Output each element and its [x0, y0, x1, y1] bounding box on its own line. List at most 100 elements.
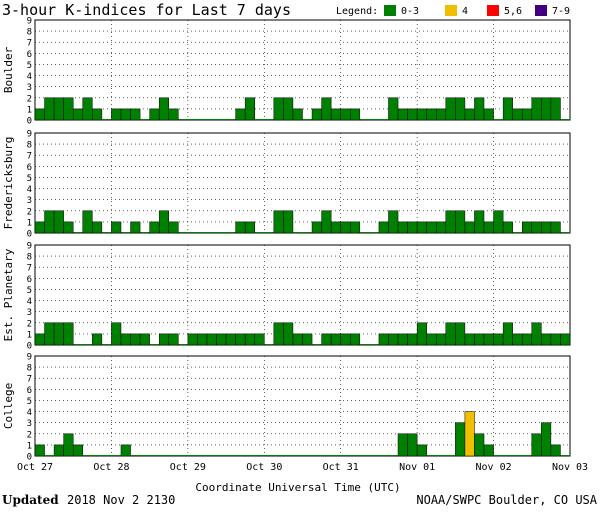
k-index-bar	[235, 221, 246, 234]
y-tick-label: 6	[27, 50, 32, 60]
k-index-bar	[388, 210, 399, 234]
k-index-bar	[244, 333, 255, 346]
k-index-bar	[92, 333, 103, 346]
legend-label: Legend:	[336, 6, 378, 17]
panel-frame	[34, 19, 571, 121]
k-index-bar	[407, 108, 418, 121]
k-index-bar	[416, 322, 427, 346]
y-tick-label: 2	[27, 319, 32, 329]
k-index-bar	[464, 411, 475, 457]
k-index-bar	[283, 322, 294, 346]
k-index-bar	[321, 210, 332, 234]
k-index-bar	[407, 221, 418, 234]
k-index-bar	[388, 333, 399, 346]
k-index-bar	[168, 333, 179, 346]
y-tick-label: 2	[27, 430, 32, 440]
k-index-bar	[273, 322, 284, 346]
station-panels: 0123456789Boulder0123456789Fredericksbur…	[2, 17, 571, 463]
k-index-bar	[53, 322, 64, 346]
k-index-bar	[158, 210, 169, 234]
k-index-bar	[206, 333, 217, 346]
k-index-bar	[493, 333, 504, 346]
k-index-bar	[158, 97, 169, 121]
k-index-bar	[455, 210, 466, 234]
k-index-bar	[541, 221, 552, 234]
station-label: Fredericksburg	[2, 137, 15, 230]
y-tick-label: 0	[27, 453, 32, 463]
k-index-bar	[63, 221, 74, 234]
k-index-bar	[330, 108, 341, 121]
y-tick-label: 9	[27, 242, 32, 252]
k-index-bar	[502, 221, 513, 234]
k-index-bar	[340, 221, 351, 234]
k-index-bar	[158, 333, 169, 346]
k-index-bar	[426, 221, 437, 234]
k-index-bar	[350, 333, 361, 346]
k-index-bar	[34, 221, 45, 234]
legend-swatch-2	[487, 5, 499, 16]
k-index-bar	[436, 221, 447, 234]
y-tick-label: 6	[27, 386, 32, 396]
k-index-bar	[445, 322, 456, 346]
k-index-bar	[302, 333, 313, 346]
k-index-bar	[273, 210, 284, 234]
y-tick-label: 0	[27, 342, 32, 352]
x-tick-label: Oct 31	[323, 462, 359, 473]
k-index-bar	[120, 108, 131, 121]
k-index-bar	[111, 322, 122, 346]
k-index-bar	[407, 333, 418, 346]
y-tick-label: 8	[27, 141, 32, 151]
station-label: Boulder	[2, 46, 15, 93]
k-index-bar	[436, 333, 447, 346]
k-index-bar	[464, 221, 475, 234]
k-index-bar	[483, 333, 494, 346]
y-tick-label: 3	[27, 83, 32, 93]
y-tick-label: 4	[27, 297, 32, 307]
legend-item-label: 0-3	[401, 6, 419, 17]
k-index-bar	[273, 97, 284, 121]
y-tick-label: 4	[27, 185, 32, 195]
x-tick-label: Nov 01	[399, 462, 435, 473]
k-index-bar	[560, 333, 571, 346]
k-index-bar	[445, 210, 456, 234]
k-index-bar	[550, 221, 561, 234]
y-tick-label: 5	[27, 286, 32, 296]
k-index-bar	[464, 108, 475, 121]
k-index-bar	[197, 333, 208, 346]
y-tick-label: 2	[27, 207, 32, 217]
k-index-bar	[464, 333, 475, 346]
y-tick-label: 7	[27, 264, 32, 274]
legend: Legend: 0-3 4 5,6 7-9	[336, 5, 570, 17]
legend-item-label: 7-9	[552, 6, 570, 17]
k-index-bar	[244, 221, 255, 234]
k-index-bar	[350, 108, 361, 121]
y-tick-label: 1	[27, 441, 32, 451]
x-tick-label: Oct 27	[17, 462, 53, 473]
k-index-bar	[474, 333, 485, 346]
k-index-bar	[92, 108, 103, 121]
y-tick-label: 5	[27, 174, 32, 184]
k-index-bar	[483, 221, 494, 234]
y-tick-label: 4	[27, 72, 32, 82]
k-index-bar	[416, 108, 427, 121]
k-index-bar	[244, 97, 255, 121]
y-tick-label: 1	[27, 330, 32, 340]
y-tick-label: 7	[27, 39, 32, 49]
k-index-bar	[63, 433, 74, 457]
k-index-bar	[53, 444, 64, 457]
k-index-bar	[502, 97, 513, 121]
k-index-bar	[321, 333, 332, 346]
k-index-bar	[541, 333, 552, 346]
k-index-bar	[445, 97, 456, 121]
k-index-bar	[521, 333, 533, 346]
k-index-bar	[531, 322, 542, 346]
k-index-bar	[187, 333, 198, 346]
y-tick-label: 9	[27, 130, 32, 140]
k-index-bar	[436, 108, 447, 121]
y-tick-label: 7	[27, 375, 32, 385]
legend-item-label: 5,6	[504, 6, 522, 17]
y-tick-label: 3	[27, 419, 32, 429]
k-index-bar	[120, 444, 131, 457]
